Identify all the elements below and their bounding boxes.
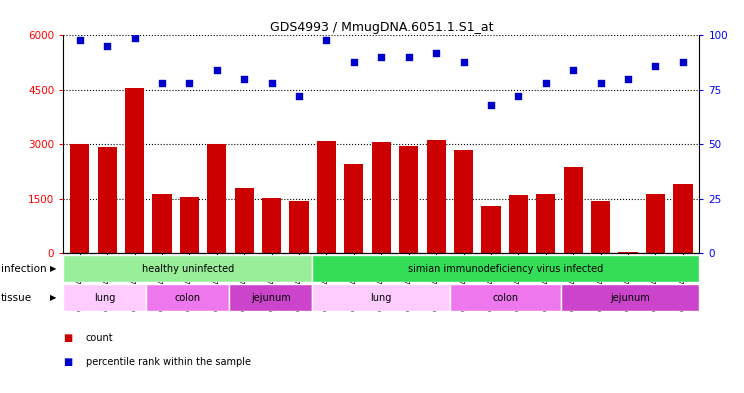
Point bbox=[430, 50, 442, 56]
Bar bbox=[207, 144, 226, 253]
Text: healthy uninfected: healthy uninfected bbox=[141, 264, 234, 274]
Bar bbox=[262, 198, 281, 253]
Bar bbox=[63, 284, 147, 311]
Bar bbox=[125, 88, 144, 253]
Point bbox=[129, 35, 141, 41]
Text: simian immunodeficiency virus infected: simian immunodeficiency virus infected bbox=[408, 264, 603, 274]
Bar bbox=[399, 146, 418, 253]
Point bbox=[622, 76, 634, 82]
Point bbox=[348, 59, 360, 65]
Bar bbox=[426, 140, 446, 253]
Bar bbox=[564, 167, 583, 253]
Bar bbox=[536, 194, 556, 253]
Text: jejunum: jejunum bbox=[251, 292, 291, 303]
Text: jejunum: jejunum bbox=[610, 292, 650, 303]
Text: count: count bbox=[86, 333, 113, 343]
Bar bbox=[229, 284, 312, 311]
Bar bbox=[372, 142, 391, 253]
Point bbox=[567, 67, 579, 73]
Bar bbox=[591, 201, 610, 253]
Bar bbox=[97, 147, 117, 253]
Bar bbox=[344, 164, 364, 253]
Text: ■: ■ bbox=[63, 357, 72, 367]
Point bbox=[375, 54, 387, 60]
Bar bbox=[618, 252, 638, 253]
Bar bbox=[234, 188, 254, 253]
Text: lung: lung bbox=[371, 292, 392, 303]
Bar bbox=[70, 144, 89, 253]
Bar bbox=[63, 255, 312, 282]
Text: percentile rank within the sample: percentile rank within the sample bbox=[86, 357, 251, 367]
Point bbox=[293, 93, 305, 99]
Point bbox=[540, 80, 552, 86]
Point bbox=[266, 80, 278, 86]
Bar bbox=[147, 284, 229, 311]
Point bbox=[403, 54, 414, 60]
Point bbox=[458, 59, 469, 65]
Bar bbox=[509, 195, 528, 253]
Text: ▶: ▶ bbox=[50, 293, 57, 302]
Point bbox=[74, 37, 86, 43]
Point bbox=[485, 102, 497, 108]
Point bbox=[156, 80, 168, 86]
Text: tissue: tissue bbox=[1, 292, 32, 303]
Point bbox=[321, 37, 333, 43]
Bar bbox=[180, 197, 199, 253]
Point bbox=[677, 59, 689, 65]
Text: ▶: ▶ bbox=[50, 264, 57, 273]
Point bbox=[650, 63, 661, 69]
Point bbox=[594, 80, 606, 86]
Bar bbox=[289, 201, 309, 253]
Bar bbox=[673, 184, 693, 253]
Point bbox=[211, 67, 222, 73]
Bar bbox=[481, 206, 501, 253]
Title: GDS4993 / MmugDNA.6051.1.S1_at: GDS4993 / MmugDNA.6051.1.S1_at bbox=[269, 21, 493, 34]
Bar bbox=[317, 141, 336, 253]
Text: infection: infection bbox=[1, 264, 46, 274]
Point bbox=[101, 43, 113, 50]
Bar bbox=[312, 255, 699, 282]
Bar bbox=[561, 284, 699, 311]
Bar bbox=[153, 193, 172, 253]
Point bbox=[184, 80, 196, 86]
Bar bbox=[450, 284, 561, 311]
Bar bbox=[454, 150, 473, 253]
Point bbox=[238, 76, 250, 82]
Text: lung: lung bbox=[94, 292, 115, 303]
Text: colon: colon bbox=[493, 292, 519, 303]
Bar bbox=[312, 284, 450, 311]
Point bbox=[513, 93, 525, 99]
Text: colon: colon bbox=[175, 292, 201, 303]
Text: ■: ■ bbox=[63, 333, 72, 343]
Bar bbox=[646, 193, 665, 253]
